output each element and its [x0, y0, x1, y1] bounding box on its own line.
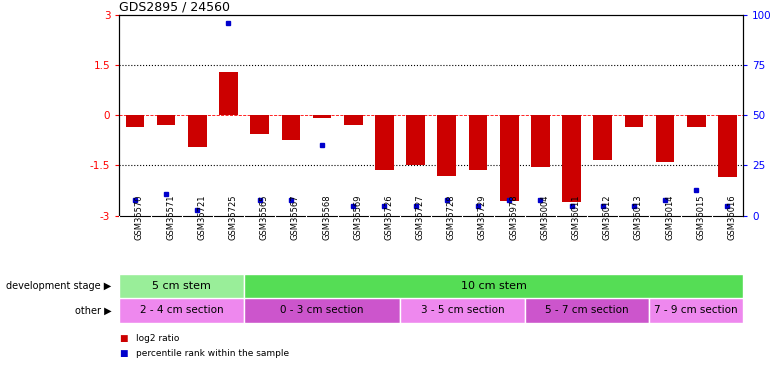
Bar	[313, 116, 331, 118]
Bar	[344, 116, 363, 125]
Bar	[562, 116, 581, 202]
Bar	[718, 116, 737, 177]
Bar	[437, 116, 456, 176]
Text: GSM36004: GSM36004	[541, 195, 549, 240]
Bar	[188, 116, 206, 147]
Bar	[525, 298, 650, 322]
Text: GSM35729: GSM35729	[478, 195, 487, 240]
Bar	[219, 72, 238, 116]
Text: GSM35568: GSM35568	[322, 195, 331, 240]
Text: GSM35570: GSM35570	[135, 195, 144, 240]
Text: GSM35727: GSM35727	[416, 195, 424, 240]
Text: 10 cm stem: 10 cm stem	[460, 281, 527, 291]
Text: log2 ratio: log2 ratio	[136, 334, 179, 343]
Text: GSM36015: GSM36015	[696, 195, 705, 240]
Bar	[407, 116, 425, 165]
Text: ■: ■	[119, 349, 128, 358]
Text: 5 cm stem: 5 cm stem	[152, 281, 211, 291]
Bar	[656, 116, 675, 162]
Bar	[500, 116, 518, 201]
Text: GSM35571: GSM35571	[166, 195, 175, 240]
Text: other ▶: other ▶	[75, 305, 112, 315]
Text: GSM36016: GSM36016	[728, 195, 736, 240]
Text: GSM35726: GSM35726	[384, 195, 393, 240]
Bar	[244, 298, 400, 322]
Bar	[119, 274, 244, 298]
Bar	[244, 274, 743, 298]
Bar	[531, 116, 550, 167]
Text: GSM35721: GSM35721	[197, 195, 206, 240]
Text: 5 - 7 cm section: 5 - 7 cm section	[545, 305, 629, 315]
Bar	[250, 116, 269, 134]
Text: 2 - 4 cm section: 2 - 4 cm section	[140, 305, 223, 315]
Text: percentile rank within the sample: percentile rank within the sample	[136, 349, 290, 358]
Text: 0 - 3 cm section: 0 - 3 cm section	[280, 305, 363, 315]
Text: GSM35565: GSM35565	[259, 195, 269, 240]
Text: GSM36013: GSM36013	[634, 195, 643, 240]
Text: GSM35978: GSM35978	[509, 195, 518, 240]
Bar	[119, 298, 244, 322]
Text: GSM36014: GSM36014	[665, 195, 674, 240]
Text: GSM35567: GSM35567	[291, 195, 300, 240]
Bar	[282, 116, 300, 140]
Bar	[469, 116, 487, 171]
Bar	[400, 298, 525, 322]
Bar	[624, 116, 643, 127]
Bar	[157, 116, 176, 125]
Text: development stage ▶: development stage ▶	[6, 281, 112, 291]
Bar	[594, 116, 612, 160]
Text: GSM35569: GSM35569	[353, 195, 362, 240]
Text: GSM35725: GSM35725	[229, 195, 237, 240]
Text: GSM35728: GSM35728	[447, 195, 456, 240]
Bar	[687, 116, 705, 127]
Text: 7 - 9 cm section: 7 - 9 cm section	[654, 305, 738, 315]
Text: GSM36011: GSM36011	[571, 195, 581, 240]
Text: GDS2895 / 24560: GDS2895 / 24560	[119, 1, 230, 14]
Bar	[650, 298, 743, 322]
Bar	[375, 116, 393, 171]
Text: 3 - 5 cm section: 3 - 5 cm section	[420, 305, 504, 315]
Bar	[126, 116, 144, 127]
Text: GSM36012: GSM36012	[603, 195, 611, 240]
Text: ■: ■	[119, 334, 128, 343]
